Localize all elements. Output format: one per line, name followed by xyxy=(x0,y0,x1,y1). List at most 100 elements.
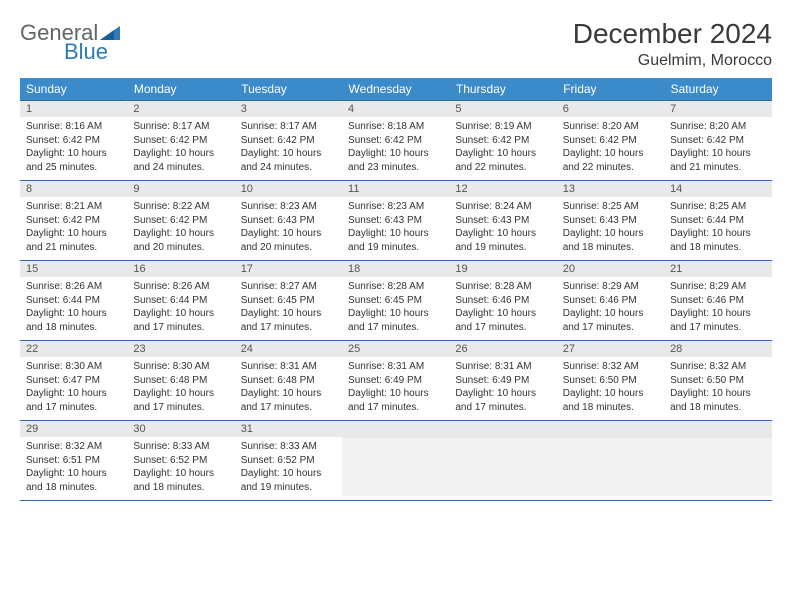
day-details: Sunrise: 8:23 AMSunset: 6:43 PMDaylight:… xyxy=(342,197,449,260)
day-number: 29 xyxy=(20,421,127,437)
calendar-day-cell: 10Sunrise: 8:23 AMSunset: 6:43 PMDayligh… xyxy=(235,181,342,261)
calendar-day-cell: 19Sunrise: 8:28 AMSunset: 6:46 PMDayligh… xyxy=(449,261,556,341)
logo-text-blue: Blue xyxy=(64,39,108,64)
page-title: December 2024 xyxy=(573,18,772,50)
day-number: 10 xyxy=(235,181,342,197)
day-number-empty xyxy=(557,421,664,438)
day-details: Sunrise: 8:17 AMSunset: 6:42 PMDaylight:… xyxy=(235,117,342,180)
weekday-header: Thursday xyxy=(449,78,556,101)
calendar-day-cell: 28Sunrise: 8:32 AMSunset: 6:50 PMDayligh… xyxy=(664,341,771,421)
calendar-day-cell: 12Sunrise: 8:24 AMSunset: 6:43 PMDayligh… xyxy=(449,181,556,261)
day-number: 12 xyxy=(449,181,556,197)
day-details: Sunrise: 8:32 AMSunset: 6:50 PMDaylight:… xyxy=(557,357,664,420)
day-details: Sunrise: 8:28 AMSunset: 6:46 PMDaylight:… xyxy=(449,277,556,340)
day-details: Sunrise: 8:25 AMSunset: 6:44 PMDaylight:… xyxy=(664,197,771,260)
day-number: 14 xyxy=(664,181,771,197)
day-number: 15 xyxy=(20,261,127,277)
day-details: Sunrise: 8:24 AMSunset: 6:43 PMDaylight:… xyxy=(449,197,556,260)
day-number: 9 xyxy=(127,181,234,197)
day-details: Sunrise: 8:17 AMSunset: 6:42 PMDaylight:… xyxy=(127,117,234,180)
calendar-day-cell: 26Sunrise: 8:31 AMSunset: 6:49 PMDayligh… xyxy=(449,341,556,421)
day-number: 4 xyxy=(342,101,449,117)
day-number: 23 xyxy=(127,341,234,357)
page-subtitle: Guelmim, Morocco xyxy=(573,52,772,70)
day-details: Sunrise: 8:18 AMSunset: 6:42 PMDaylight:… xyxy=(342,117,449,180)
calendar-day-cell: 30Sunrise: 8:33 AMSunset: 6:52 PMDayligh… xyxy=(127,421,234,501)
calendar-day-cell: 3Sunrise: 8:17 AMSunset: 6:42 PMDaylight… xyxy=(235,101,342,181)
day-details: Sunrise: 8:30 AMSunset: 6:48 PMDaylight:… xyxy=(127,357,234,420)
calendar-day-cell: 18Sunrise: 8:28 AMSunset: 6:45 PMDayligh… xyxy=(342,261,449,341)
day-number-empty xyxy=(664,421,771,438)
calendar-empty-cell xyxy=(664,421,771,501)
day-number: 17 xyxy=(235,261,342,277)
calendar-week-row: 22Sunrise: 8:30 AMSunset: 6:47 PMDayligh… xyxy=(20,341,772,421)
day-details-empty xyxy=(557,438,664,496)
calendar-day-cell: 15Sunrise: 8:26 AMSunset: 6:44 PMDayligh… xyxy=(20,261,127,341)
calendar-day-cell: 8Sunrise: 8:21 AMSunset: 6:42 PMDaylight… xyxy=(20,181,127,261)
calendar-day-cell: 20Sunrise: 8:29 AMSunset: 6:46 PMDayligh… xyxy=(557,261,664,341)
day-details-empty xyxy=(342,438,449,496)
calendar-empty-cell xyxy=(557,421,664,501)
weekday-header: Wednesday xyxy=(342,78,449,101)
day-number: 26 xyxy=(449,341,556,357)
day-number: 19 xyxy=(449,261,556,277)
day-details: Sunrise: 8:31 AMSunset: 6:49 PMDaylight:… xyxy=(449,357,556,420)
day-number: 6 xyxy=(557,101,664,117)
header: General Blue December 2024 Guelmim, Moro… xyxy=(20,18,772,70)
day-number: 11 xyxy=(342,181,449,197)
day-number: 18 xyxy=(342,261,449,277)
calendar-day-cell: 14Sunrise: 8:25 AMSunset: 6:44 PMDayligh… xyxy=(664,181,771,261)
day-details-empty xyxy=(664,438,771,496)
day-details: Sunrise: 8:27 AMSunset: 6:45 PMDaylight:… xyxy=(235,277,342,340)
day-number: 1 xyxy=(20,101,127,117)
calendar-day-cell: 16Sunrise: 8:26 AMSunset: 6:44 PMDayligh… xyxy=(127,261,234,341)
calendar-page: General Blue December 2024 Guelmim, Moro… xyxy=(0,0,792,511)
calendar-day-cell: 25Sunrise: 8:31 AMSunset: 6:49 PMDayligh… xyxy=(342,341,449,421)
weekday-header: Monday xyxy=(127,78,234,101)
day-number: 28 xyxy=(664,341,771,357)
calendar-day-cell: 24Sunrise: 8:31 AMSunset: 6:48 PMDayligh… xyxy=(235,341,342,421)
day-number: 22 xyxy=(20,341,127,357)
calendar-day-cell: 31Sunrise: 8:33 AMSunset: 6:52 PMDayligh… xyxy=(235,421,342,501)
day-details: Sunrise: 8:21 AMSunset: 6:42 PMDaylight:… xyxy=(20,197,127,260)
day-number: 3 xyxy=(235,101,342,117)
day-number: 20 xyxy=(557,261,664,277)
day-details: Sunrise: 8:20 AMSunset: 6:42 PMDaylight:… xyxy=(557,117,664,180)
day-number: 21 xyxy=(664,261,771,277)
day-number: 16 xyxy=(127,261,234,277)
day-details: Sunrise: 8:32 AMSunset: 6:51 PMDaylight:… xyxy=(20,437,127,500)
day-number-empty xyxy=(449,421,556,438)
calendar-day-cell: 1Sunrise: 8:16 AMSunset: 6:42 PMDaylight… xyxy=(20,101,127,181)
calendar-empty-cell xyxy=(449,421,556,501)
day-details: Sunrise: 8:25 AMSunset: 6:43 PMDaylight:… xyxy=(557,197,664,260)
day-number: 13 xyxy=(557,181,664,197)
day-details: Sunrise: 8:19 AMSunset: 6:42 PMDaylight:… xyxy=(449,117,556,180)
calendar-day-cell: 27Sunrise: 8:32 AMSunset: 6:50 PMDayligh… xyxy=(557,341,664,421)
logo: General Blue xyxy=(20,18,120,68)
day-details: Sunrise: 8:16 AMSunset: 6:42 PMDaylight:… xyxy=(20,117,127,180)
day-details: Sunrise: 8:31 AMSunset: 6:49 PMDaylight:… xyxy=(342,357,449,420)
calendar-week-row: 29Sunrise: 8:32 AMSunset: 6:51 PMDayligh… xyxy=(20,421,772,501)
title-block: December 2024 Guelmim, Morocco xyxy=(573,18,772,70)
day-details: Sunrise: 8:32 AMSunset: 6:50 PMDaylight:… xyxy=(664,357,771,420)
weekday-header: Saturday xyxy=(664,78,771,101)
day-details: Sunrise: 8:33 AMSunset: 6:52 PMDaylight:… xyxy=(127,437,234,500)
day-details: Sunrise: 8:28 AMSunset: 6:45 PMDaylight:… xyxy=(342,277,449,340)
day-number: 27 xyxy=(557,341,664,357)
day-details: Sunrise: 8:26 AMSunset: 6:44 PMDaylight:… xyxy=(20,277,127,340)
calendar-table: Sunday Monday Tuesday Wednesday Thursday… xyxy=(20,78,772,501)
weekday-header: Sunday xyxy=(20,78,127,101)
day-number: 24 xyxy=(235,341,342,357)
day-number: 2 xyxy=(127,101,234,117)
day-details: Sunrise: 8:22 AMSunset: 6:42 PMDaylight:… xyxy=(127,197,234,260)
calendar-day-cell: 2Sunrise: 8:17 AMSunset: 6:42 PMDaylight… xyxy=(127,101,234,181)
day-number: 30 xyxy=(127,421,234,437)
calendar-day-cell: 22Sunrise: 8:30 AMSunset: 6:47 PMDayligh… xyxy=(20,341,127,421)
day-number: 7 xyxy=(664,101,771,117)
day-details: Sunrise: 8:30 AMSunset: 6:47 PMDaylight:… xyxy=(20,357,127,420)
calendar-day-cell: 17Sunrise: 8:27 AMSunset: 6:45 PMDayligh… xyxy=(235,261,342,341)
day-number: 5 xyxy=(449,101,556,117)
calendar-day-cell: 29Sunrise: 8:32 AMSunset: 6:51 PMDayligh… xyxy=(20,421,127,501)
calendar-empty-cell xyxy=(342,421,449,501)
calendar-day-cell: 7Sunrise: 8:20 AMSunset: 6:42 PMDaylight… xyxy=(664,101,771,181)
